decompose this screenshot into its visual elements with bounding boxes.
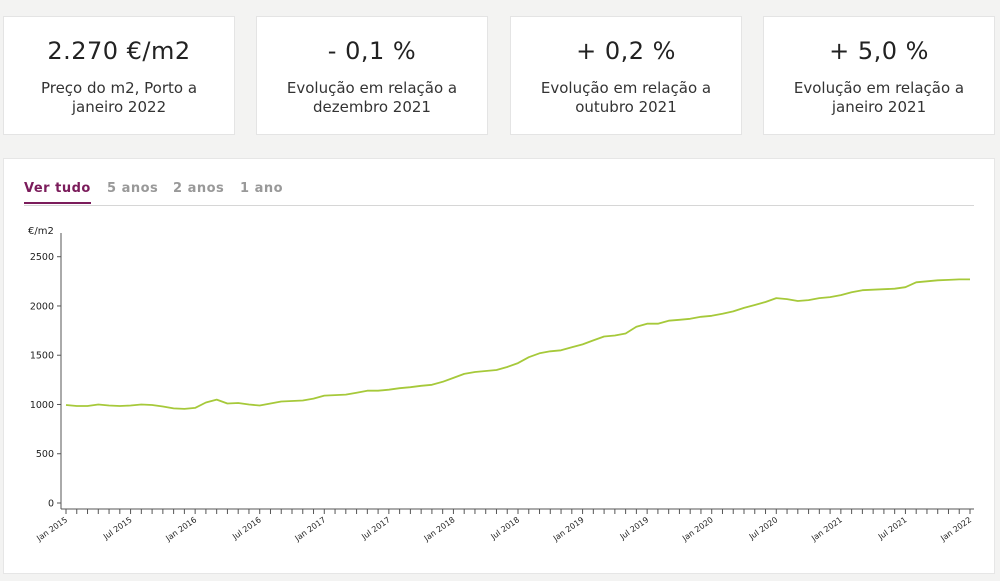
stats-row: 2.270 €/m2 Preço do m2, Porto a janeiro … xyxy=(0,0,1000,150)
stat-value: 2.270 €/m2 xyxy=(47,37,191,65)
x-tick-label: Jan 2017 xyxy=(293,515,328,543)
stat-card-price: 2.270 €/m2 Preço do m2, Porto a janeiro … xyxy=(3,16,235,135)
stat-label: Preço do m2, Porto a janeiro 2022 xyxy=(40,79,198,116)
x-tick-label: Jan 2015 xyxy=(34,515,69,543)
y-tick-label: 0 xyxy=(48,499,54,510)
x-tick-label: Jul 2017 xyxy=(359,515,392,542)
x-tick-label: Jul 2021 xyxy=(876,515,909,542)
x-tick-label: Jul 2020 xyxy=(747,515,780,542)
stat-label: Evolução em relação a janeiro 2021 xyxy=(793,79,965,116)
tab-5-anos[interactable]: 5 anos xyxy=(107,181,159,196)
tab-1-ano[interactable]: 1 ano xyxy=(240,181,284,196)
tab-2-anos[interactable]: 2 anos xyxy=(173,181,225,196)
stat-value: + 0,2 % xyxy=(576,37,676,65)
x-tick-label: Jul 2015 xyxy=(101,515,134,542)
y-tick-label: 1000 xyxy=(30,400,54,411)
y-tick-label: 2500 xyxy=(30,252,54,263)
stat-label: Evolução em relação a dezembro 2021 xyxy=(286,79,458,116)
price-line-chart: €/m2 0 500 1000 1500 2000 2500 Jan 2015 Jul 2015… xyxy=(28,226,974,543)
x-tick-label: Jan 2018 xyxy=(422,515,457,543)
x-tick-label: Jul 2018 xyxy=(488,515,521,542)
x-tick-label: Jan 2019 xyxy=(551,515,586,543)
stat-card-quarter-change: + 0,2 % Evolução em relação a outubro 20… xyxy=(510,16,742,135)
series-line xyxy=(65,278,970,410)
stat-label: Evolução em relação a outubro 2021 xyxy=(540,79,712,116)
chart-panel: Ver tudo 5 anos 2 anos 1 ano €/m2 0 500 100… xyxy=(3,158,995,574)
x-tick-label: Jul 2019 xyxy=(618,515,651,542)
y-tick-label: 500 xyxy=(36,449,54,460)
period-tabs: Ver tudo 5 anos 2 anos 1 ano xyxy=(24,181,974,206)
tab-ver-tudo[interactable]: Ver tudo xyxy=(24,181,91,204)
x-tick-label: Jul 2016 xyxy=(230,515,263,542)
y-tick-label: 2000 xyxy=(30,301,54,312)
stat-card-year-change: + 5,0 % Evolução em relação a janeiro 20… xyxy=(763,16,995,135)
y-tick-label: 1500 xyxy=(30,351,54,362)
x-tick-label: Jan 2020 xyxy=(680,515,715,543)
x-tick-label: Jan 2021 xyxy=(809,515,844,543)
stat-card-month-change: - 0,1 % Evolução em relação a dezembro 2… xyxy=(256,16,488,135)
x-tick-label: Jan 2022 xyxy=(938,515,973,543)
stat-value: + 5,0 % xyxy=(829,37,929,65)
y-axis-label: €/m2 xyxy=(28,226,54,237)
stat-value: - 0,1 % xyxy=(327,37,417,65)
x-tick-label: Jan 2016 xyxy=(163,515,198,543)
